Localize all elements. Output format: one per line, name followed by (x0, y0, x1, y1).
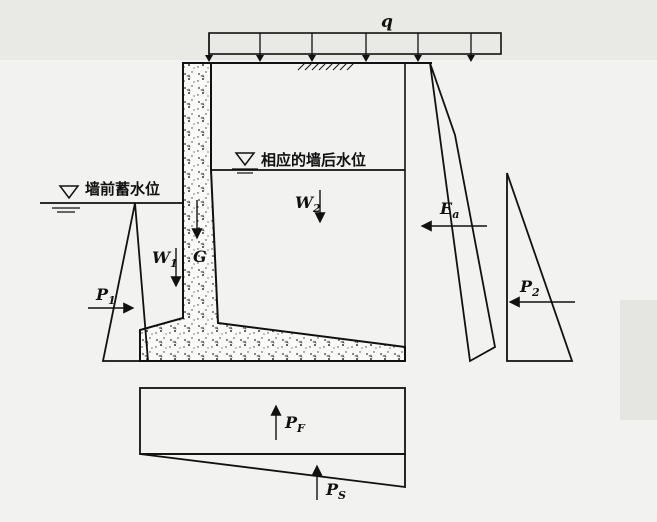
label-front-water-level: 墙前蓄水位 (85, 180, 160, 198)
label-back-water-level: 相应的墙后水位 (261, 151, 366, 169)
surcharge-load-q (205, 32, 502, 62)
water-level-triangle-icon (52, 185, 80, 213)
front-water-pressure-triangle (101, 202, 149, 362)
earth-pressure-distribution (429, 62, 497, 363)
water-level-triangle-icon (232, 152, 258, 174)
label-P2: P2 (519, 277, 540, 299)
label-PF: PF (284, 413, 306, 435)
ground-hatch-icon (297, 62, 355, 71)
label-W1: W1 (152, 248, 178, 270)
label-W2: W2 (295, 193, 321, 215)
label-G: G (193, 247, 207, 266)
retaining-wall-body (139, 62, 406, 362)
label-PS: PS (325, 480, 346, 502)
label-P1: P1 (95, 285, 116, 307)
back-water-pressure-triangle (506, 172, 574, 362)
label-q: q (381, 12, 393, 32)
label-Ea: Ea (439, 199, 459, 221)
seepage-pressure-diagram (139, 453, 406, 489)
